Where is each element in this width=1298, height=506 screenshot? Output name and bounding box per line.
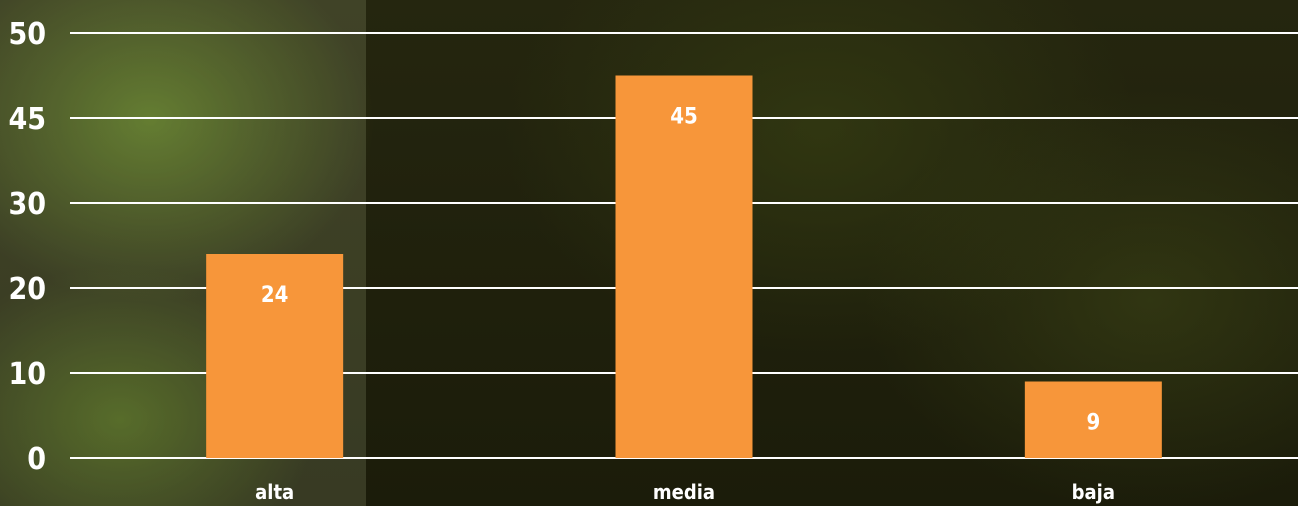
bars <box>206 75 1162 458</box>
y-tick-label: 10 <box>8 357 46 392</box>
x-tick-label: baja <box>1072 480 1115 504</box>
y-tick-label: 45 <box>8 102 46 137</box>
x-tick-label: media <box>653 480 715 504</box>
data-label: 9 <box>1086 411 1100 436</box>
y-tick-label: 0 <box>27 442 46 477</box>
data-label: 45 <box>670 105 698 130</box>
y-tick-label: 30 <box>8 187 46 222</box>
x-tick-label: alta <box>255 480 294 504</box>
bar-alta <box>206 254 344 458</box>
y-tick-label: 50 <box>8 17 46 52</box>
bar-baja <box>1024 381 1162 458</box>
labels: 0 10 20 30 45 50 24 alta 45 media 9 baja <box>8 17 1115 504</box>
y-tick-label: 20 <box>8 272 46 307</box>
data-label: 24 <box>261 283 289 308</box>
bar-media <box>615 75 753 458</box>
